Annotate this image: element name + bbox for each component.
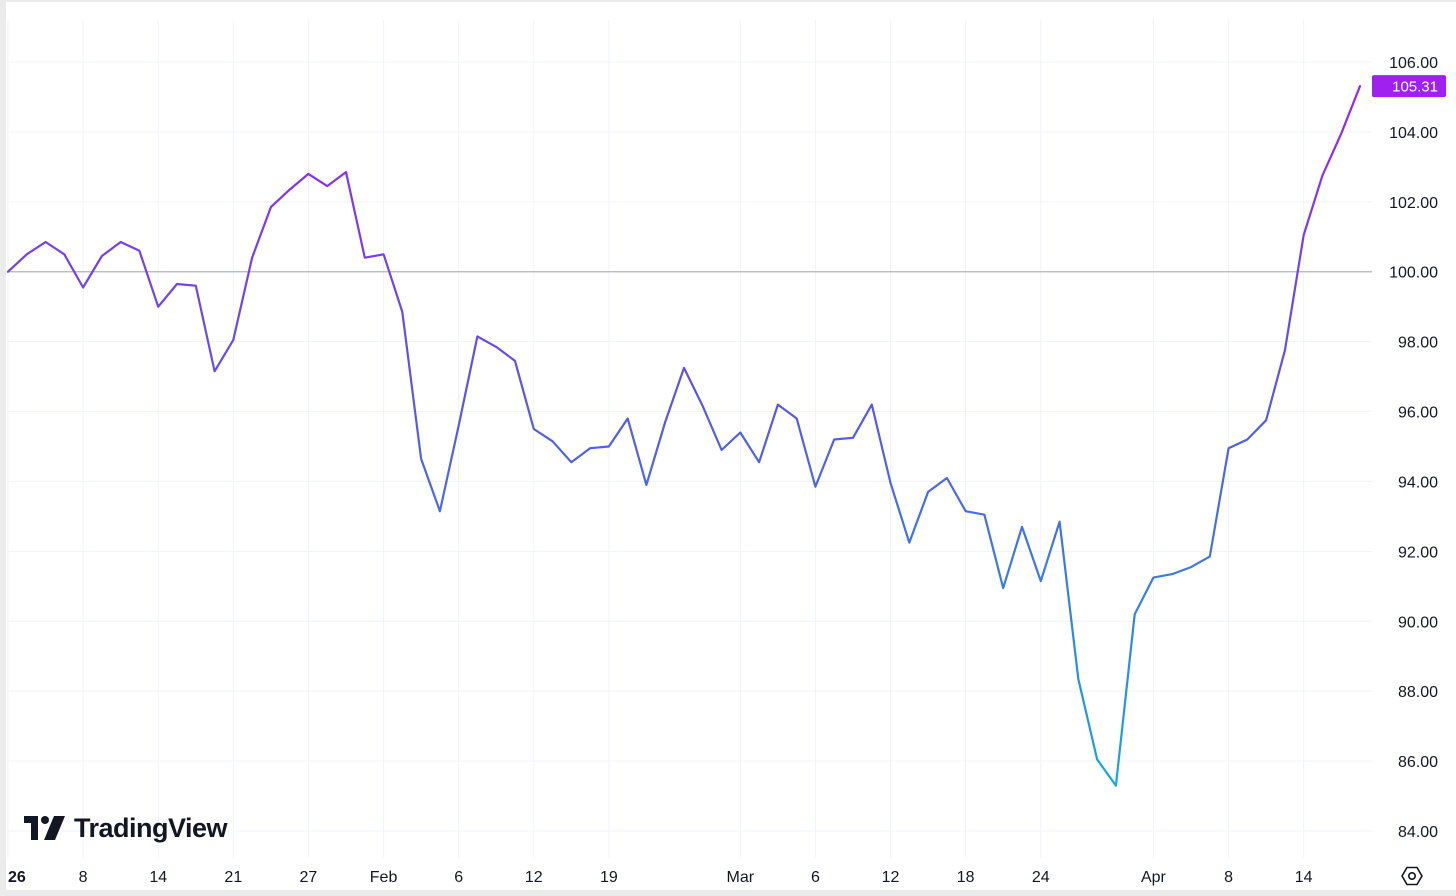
x-tick-label: 18: [957, 869, 975, 886]
y-tick-label: 96.00: [1398, 405, 1438, 422]
x-tick-label: 24: [1032, 869, 1050, 886]
y-tick-label: 98.00: [1398, 335, 1438, 352]
x-tick-label: 8: [1224, 869, 1233, 886]
grid: [7, 20, 1372, 858]
x-tick-label: 21: [224, 869, 242, 886]
last-price-badge: [1372, 75, 1446, 98]
x-tick-label: Feb: [370, 869, 398, 886]
x-tick-label: 12: [525, 869, 543, 886]
brand-name: TradingView: [74, 812, 228, 843]
y-tick-label: 104.00: [1389, 125, 1438, 142]
y-tick-label: 94.00: [1398, 474, 1438, 491]
x-tick-label: 26: [8, 869, 26, 886]
series-group: [6, 84, 1362, 787]
series-line: [6, 84, 1362, 787]
last-price-label: 105.31: [1392, 79, 1438, 96]
settings-hexagon-icon[interactable]: [1400, 864, 1424, 888]
y-tick-label: 86.00: [1398, 754, 1438, 771]
x-tick-label: Apr: [1141, 869, 1167, 886]
y-tick-label: 102.00: [1389, 195, 1438, 212]
x-tick-label: 27: [300, 869, 318, 886]
y-tick-label: 90.00: [1398, 614, 1438, 631]
y-tick-label: 84.00: [1398, 824, 1438, 841]
y-axis[interactable]: 106.00 104.00 102.00 100.00 98.00 96.00 94.00 9…: [1389, 55, 1438, 841]
y-tick-label: 88.00: [1398, 684, 1438, 701]
tradingview-logo-icon: [24, 816, 65, 840]
x-tick-label: 8: [79, 869, 88, 886]
tradingview-logo[interactable]: TradingView: [24, 812, 228, 844]
x-axis[interactable]: 26 8 14 21 27 Feb 6 12 19 Mar 6 12 18 24 Apr 8 14: [8, 869, 1313, 886]
x-tick-label: 6: [811, 869, 820, 886]
x-tick-label: 14: [149, 869, 167, 886]
x-tick-label: Mar: [727, 869, 755, 886]
x-tick-label: 12: [882, 869, 900, 886]
y-tick-label: 92.00: [1398, 544, 1438, 561]
last-price-group: 105.31: [1372, 75, 1446, 98]
x-tick-label: 14: [1295, 869, 1313, 886]
y-tick-label: 100.00: [1389, 265, 1438, 282]
x-tick-label: 6: [454, 869, 463, 886]
x-tick-label: 19: [600, 869, 618, 886]
y-tick-label: 106.00: [1389, 55, 1438, 72]
